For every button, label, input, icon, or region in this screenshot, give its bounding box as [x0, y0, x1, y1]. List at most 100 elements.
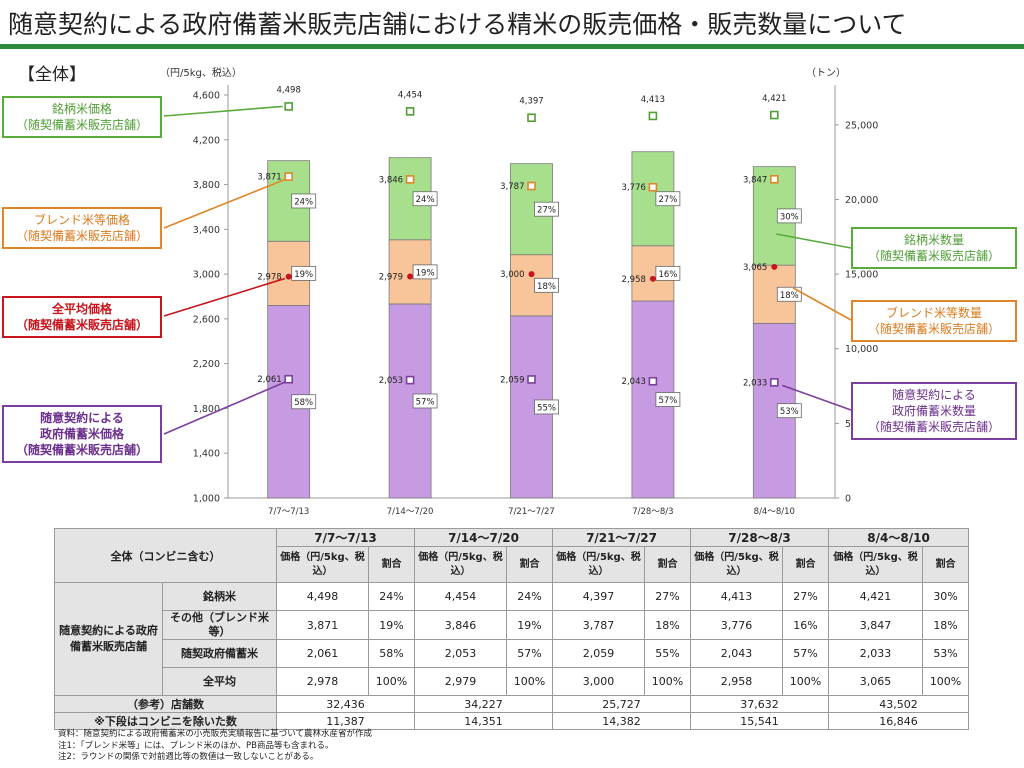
callout-line: 銘柄米数量 — [903, 233, 964, 247]
y-right-tick-label: 15,000 — [845, 270, 878, 281]
callout-line: （随契備蓄米販売店舗） — [867, 249, 1000, 263]
section-label: 【全体】 — [18, 65, 86, 85]
table-cell-share: 58% — [367, 639, 416, 668]
share-label-box — [776, 286, 802, 302]
share-label: 19% — [416, 268, 435, 278]
x-tick-label: 7/21～7/27 — [508, 507, 555, 517]
y-right-tick-label: 20,000 — [845, 195, 878, 206]
table-cell-share: 57% — [506, 639, 554, 668]
share-label-box — [534, 399, 559, 415]
y-left-tick-label: 2,200 — [193, 359, 220, 370]
price-label: 3,847 — [743, 175, 767, 185]
y-right-unit: （トン） — [806, 67, 846, 79]
table-cell-share: 53% — [922, 639, 970, 668]
callout-brand-qty: 銘柄米数量 （随契備蓄米販売店舗） — [851, 227, 1017, 269]
callout-line: 随意契約による — [40, 411, 124, 425]
price-point — [407, 273, 414, 280]
price-label: 2,043 — [622, 377, 646, 387]
table-store-count: 16,846 — [828, 712, 970, 730]
share-label-box — [776, 403, 802, 419]
leader-line — [163, 277, 285, 317]
table-period-header: 8/4～8/10 — [828, 528, 970, 547]
share-label: 16% — [658, 270, 677, 280]
table-period-header: 7/21～7/27 — [552, 528, 692, 547]
table-row: その他（ブレンド米等） 3,871 19% 3,846 19% 3,787 18% 3,776… — [55, 610, 970, 640]
price-point — [648, 182, 658, 192]
table-price-header: 価格（円/5kg、税込） — [276, 546, 369, 583]
share-label-box — [291, 265, 317, 281]
table-cell-share: 100% — [922, 667, 970, 696]
table-cell-share: 19% — [506, 610, 554, 640]
callout-gov-price: 随意契約による 政府備蓄米価格 （随契備蓄米販売店舗） — [2, 405, 162, 463]
share-label-box — [655, 191, 681, 207]
callout-blend-price: ブレンド米等価格 （随契備蓄米販売店舗） — [2, 207, 162, 249]
x-tick-label: 7/7～7/13 — [268, 507, 309, 517]
x-tick-label: 7/28～8/3 — [632, 507, 673, 517]
share-label: 55% — [537, 403, 556, 413]
table-store-count: 34,227 — [414, 695, 554, 713]
table-share-header: 割合 — [367, 546, 416, 583]
table-row-label: 随契政府備蓄米 — [162, 639, 277, 668]
y-left-tick-label: 4,600 — [193, 91, 220, 102]
price-label: 2,059 — [500, 375, 524, 385]
price-label: 3,787 — [500, 182, 524, 192]
callout-line: （随契備蓄米販売店舗） — [867, 420, 1000, 434]
price-label: 4,454 — [398, 90, 422, 100]
note-line: 資料：随意契約による政府備蓄米の小売販売実績報告に基づいて農林水産省が作成 — [58, 729, 372, 739]
price-label: 4,397 — [519, 97, 543, 107]
table-row-label: その他（ブレンド米等） — [162, 610, 277, 640]
table-store-count: 14,382 — [552, 712, 692, 730]
table-cell-price: 2,059 — [552, 639, 646, 668]
x-tick-label: 8/4～8/10 — [754, 507, 795, 517]
share-label-box — [412, 264, 438, 280]
leader-line — [163, 381, 286, 435]
table-cell-share: 100% — [644, 667, 692, 696]
leader-line — [782, 384, 852, 411]
source-notes: 資料：随意契約による政府備蓄米の小売販売実績報告に基づいて農林水産省が作成 注1… — [58, 729, 958, 764]
callout-blend-qty: ブレンド米等数量 （随契備蓄米販売店舗） — [851, 300, 1017, 342]
price-point — [405, 107, 415, 116]
table-cell-price: 4,454 — [414, 582, 508, 611]
table-cell-price: 3,065 — [828, 667, 924, 696]
table-store-count: 11,387 — [275, 712, 416, 730]
price-label: 3,871 — [257, 173, 281, 183]
table-cell-price: 3,846 — [414, 610, 508, 640]
note-line: 注1：「ブレンド米等」には、ブレンド米のほか、PB商品等も含まれる。 — [58, 740, 334, 751]
leader-line — [792, 287, 852, 321]
table-period-header: 7/14～7/20 — [414, 528, 554, 547]
price-point — [649, 275, 656, 282]
y-left-tick-label: 3,400 — [193, 225, 220, 236]
table-store-row: （参考）店舗数 32,436 34,227 25,727 37,632 43,502 — [54, 695, 970, 713]
table-row-label: 銘柄米 — [162, 582, 277, 611]
table-cell-share: 100% — [367, 667, 416, 696]
table-row-label: 全平均 — [162, 667, 277, 696]
table-store-label: ※下段はコンビニを除いた数 — [54, 712, 277, 730]
y-right-tick-label: 10,000 — [845, 344, 878, 355]
price-label: 2,053 — [379, 376, 403, 386]
price-label: 3,065 — [743, 263, 767, 273]
table-cell-price: 3,787 — [552, 610, 646, 640]
y-left-unit: （円/5kg、税込） — [160, 66, 242, 79]
callout-line: ブレンド米等価格 — [33, 213, 130, 227]
table-cell-share: 30% — [922, 582, 970, 611]
share-label: 53% — [780, 407, 799, 417]
price-label: 3,846 — [379, 175, 403, 185]
price-point — [648, 111, 658, 121]
combo-chart: 【全体】 （円/5kg、税込） （トン） 1,000 1,400 1,800 2,200 2,… — [18, 65, 878, 517]
table-row: 随意契約による政府備蓄米販売店舗 銘柄米 4,498 24% 4,454 24% 4,397… — [54, 582, 970, 696]
table-price-header: 価格（円/5kg、税込） — [552, 546, 646, 583]
table-cell-price: 2,979 — [414, 667, 508, 696]
share-label-box — [534, 201, 559, 217]
table-cell-share: 55% — [644, 639, 692, 668]
y-left-tick-label: 1,000 — [193, 494, 220, 505]
table-cell-price: 2,033 — [828, 639, 924, 668]
share-label-box — [412, 393, 438, 409]
price-label: 4,421 — [762, 94, 786, 104]
table-store-count: 37,632 — [690, 695, 830, 713]
table-cell-price: 3,847 — [828, 610, 924, 640]
table-share-header: 割合 — [506, 546, 554, 583]
note-line: 注2：ラウンドの関係で対前週比等の数値は一致しないことがある。 — [58, 752, 319, 762]
price-label: 2,033 — [743, 378, 767, 388]
table-cell-price: 2,958 — [690, 667, 784, 696]
leader-line — [163, 178, 285, 229]
